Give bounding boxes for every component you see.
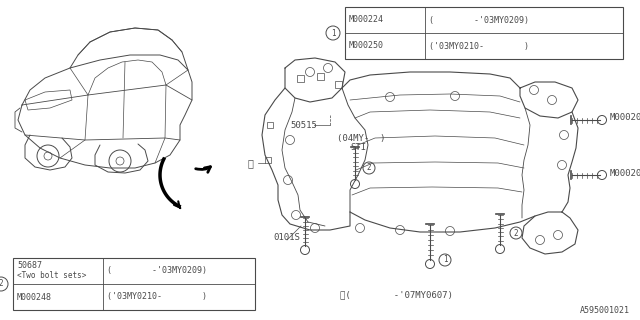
Text: ('03MY0210-        ): ('03MY0210- ) [429,42,529,51]
Text: M000248: M000248 [17,292,52,301]
Text: ※(        -'07MY0607): ※( -'07MY0607) [340,291,453,300]
Text: ('03MY0210-        ): ('03MY0210- ) [107,292,207,301]
Bar [296,75,303,82]
Text: 2: 2 [0,279,3,289]
Text: (04MY-  ): (04MY- ) [337,133,385,142]
Bar [13,258,255,310]
Text: ※: ※ [248,158,254,168]
Text: 1: 1 [331,28,335,37]
Bar [335,81,342,87]
Text: STI: STI [350,143,366,153]
Text: 50687: 50687 [17,261,42,270]
Text: 2: 2 [514,228,518,237]
Text: (        -'03MY0209): ( -'03MY0209) [429,15,529,25]
Text: M000202: M000202 [610,169,640,178]
Text: 2: 2 [367,164,371,172]
Text: <Two bolt sets>: <Two bolt sets> [17,271,86,281]
Text: M000201: M000201 [610,114,640,123]
Bar [317,73,323,79]
Text: A595001021: A595001021 [580,306,630,315]
Text: M000250: M000250 [349,42,384,51]
Bar [265,157,271,163]
Text: M000224: M000224 [349,15,384,25]
Text: (        -'03MY0209): ( -'03MY0209) [107,267,207,276]
Bar [345,7,623,59]
Text: 50515: 50515 [290,121,317,130]
Text: 0101S: 0101S [273,234,300,243]
Bar [267,122,273,128]
Text: 1: 1 [443,255,447,265]
